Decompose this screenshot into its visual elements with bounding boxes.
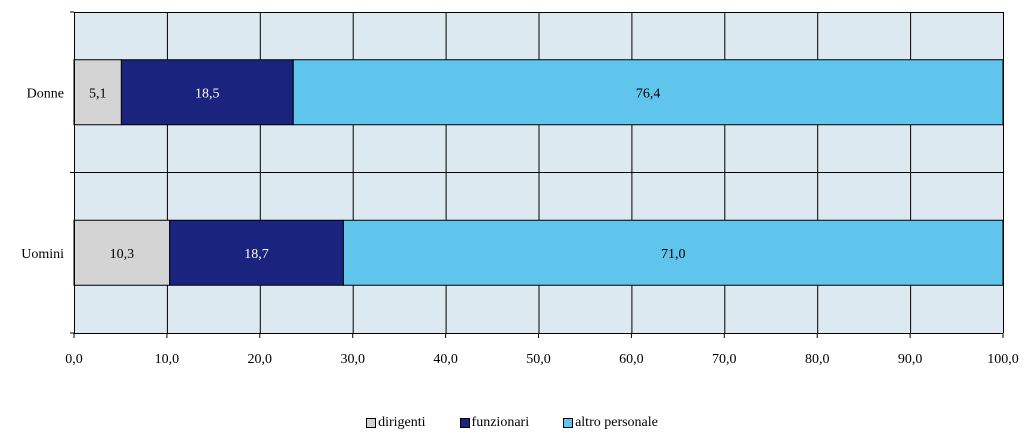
legend-label-altro-personale: altro personale [575, 415, 658, 430]
chart-legend: dirigenti funzionari altro personale [0, 414, 1024, 432]
data-label-altro-personale: 76,4 [636, 86, 661, 101]
x-tick-label: 50,0 [526, 352, 551, 367]
x-tick-label: 10,0 [155, 352, 180, 367]
data-label-altro-personale: 71,0 [661, 247, 686, 262]
bar-funzionari [169, 219, 344, 286]
x-tick-label: 80,0 [805, 352, 830, 367]
x-tick-label: 0,0 [65, 352, 83, 367]
legend-swatch-altro-personale [563, 418, 574, 428]
legend-swatch-funzionari [459, 418, 470, 428]
bar-altro-personale [292, 59, 1004, 126]
legend-swatch-dirigenti [366, 418, 377, 428]
legend-label-dirigenti: dirigenti [378, 415, 426, 430]
legend-item-altro-personale: altro personale [563, 415, 658, 431]
data-label-dirigenti: 10,3 [110, 247, 135, 262]
legend-item-dirigenti: dirigenti [366, 415, 426, 431]
x-tick-label: 90,0 [898, 352, 923, 367]
x-tick-label: 20,0 [248, 352, 273, 367]
data-label-funzionari: 18,7 [244, 247, 269, 262]
legend-label-funzionari: funzionari [471, 415, 530, 430]
data-label-funzionari: 18,5 [195, 86, 220, 101]
data-label-dirigenti: 5,1 [89, 86, 107, 101]
x-tick-label: 100,0 [987, 352, 1019, 367]
x-tick-label: 40,0 [433, 352, 458, 367]
x-tick-label: 60,0 [619, 352, 644, 367]
category-label: Donne [27, 86, 64, 101]
x-tick-label: 70,0 [712, 352, 737, 367]
bar-dirigenti [73, 219, 171, 286]
x-tick-label: 30,0 [340, 352, 365, 367]
category-label: Uomini [21, 247, 64, 262]
legend-item-funzionari: funzionari [459, 415, 530, 431]
bar-altro-personale [342, 219, 1004, 286]
